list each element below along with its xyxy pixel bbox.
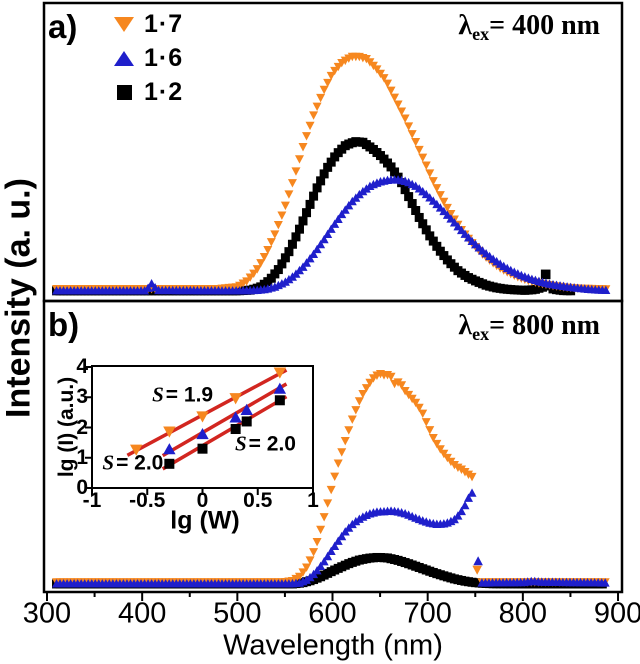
inset-x-tick-label: -0.5 [129, 489, 166, 512]
triangle-down-icon [114, 17, 134, 32]
excitation-value: = 800 nm [489, 310, 600, 341]
inset-y-tick-label: 1 [76, 445, 88, 469]
slope-annotation-1-9: S= 1.9 [152, 382, 214, 407]
panel-b-series-1·6 [52, 488, 610, 588]
slope-annotation-2-0-left: S= 2.0 [102, 450, 164, 475]
inset-x-tick-label: -1 [82, 489, 102, 512]
x-tick-label: 300 [22, 597, 72, 630]
x-tick-label: 800 [498, 597, 548, 630]
inset-series-1·6 [163, 382, 287, 455]
square-icon [116, 85, 132, 100]
panel-b-border [42, 299, 624, 594]
slope-annotation-2-0-right: S= 2.0 [234, 431, 296, 456]
y-axis-label: Intensity (a. u.) [0, 178, 38, 418]
legend: 1·7 1·6 1·2 [114, 10, 184, 106]
x-tick-label: 700 [403, 597, 452, 630]
legend-item-1-7: 1·7 [114, 10, 184, 38]
panel-b-excitation-label: λex= 800 nm [458, 310, 600, 345]
inset-border [91, 365, 314, 489]
inset-x-tick-label: 0 [196, 489, 209, 512]
legend-item-1-2: 1·2 [114, 78, 184, 106]
panel-a-excitation-label: λex= 400 nm [458, 10, 600, 45]
legend-item-1-6: 1·6 [114, 44, 184, 72]
panel-a-series-1·6 [52, 175, 611, 295]
inset-y-tick-label: 3 [76, 385, 88, 409]
inset-series-1·2 [164, 395, 285, 469]
panel-b-label: b) [48, 306, 80, 343]
inset-y-tick-label: 4 [76, 355, 88, 378]
x-tick-label: 900 [593, 597, 640, 630]
legend-label: 1·2 [144, 78, 184, 106]
lambda-subscript: ex [472, 324, 490, 344]
inset-y-tick-label: 2 [76, 415, 88, 439]
inset-background [92, 366, 313, 488]
x-tick-label: 500 [213, 597, 262, 630]
axis-ticks [46, 366, 620, 601]
inset-x-tick-label: 0.5 [243, 489, 273, 512]
x-tick-label: 600 [308, 597, 357, 630]
excitation-value: = 400 nm [489, 10, 600, 41]
triangle-up-icon [114, 51, 134, 66]
inset-y-tick-label: 0 [76, 476, 88, 499]
inset-x-tick-label: 1 [307, 489, 319, 512]
panel-a-label: a) [48, 8, 78, 45]
x-tick-label: 400 [117, 597, 167, 630]
lambda-symbol: λ [458, 10, 473, 41]
inset-x-axis-label: lg (W) [170, 506, 240, 535]
legend-label: 1·6 [144, 44, 184, 72]
panel-a-series-1·2 [52, 137, 576, 296]
inset-series-1·7 [130, 367, 287, 456]
lambda-symbol: λ [458, 310, 473, 341]
lambda-subscript: ex [472, 24, 490, 44]
legend-label: 1·7 [144, 10, 184, 38]
x-axis-label: Wavelength (nm) [223, 629, 443, 662]
